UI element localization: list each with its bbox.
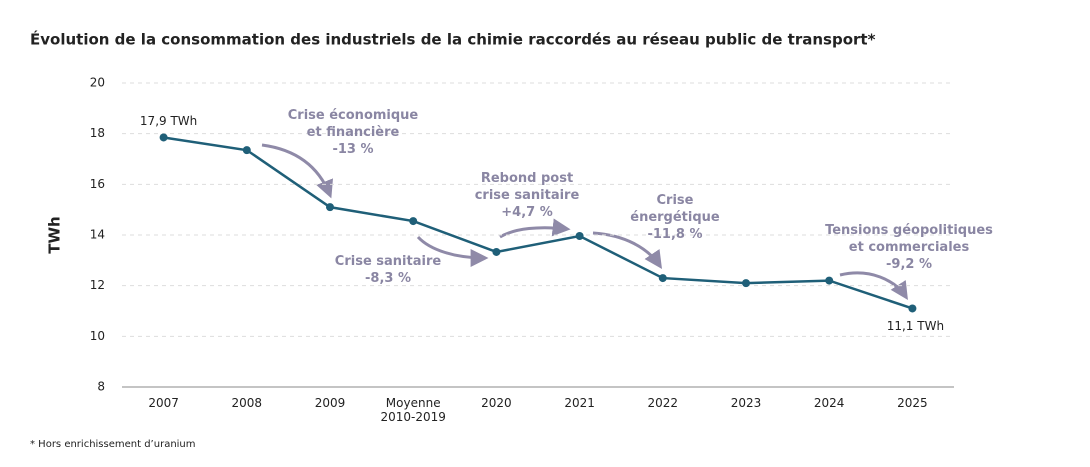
x-tick-label: Moyenne 2010-2019 xyxy=(380,396,446,424)
point xyxy=(575,232,584,241)
y-tick-label: 8 xyxy=(97,380,105,394)
annotation: Tensions géopolitiques et commerciales -… xyxy=(825,223,993,272)
point xyxy=(242,146,251,155)
arrow xyxy=(592,231,662,269)
point xyxy=(908,304,917,313)
point xyxy=(409,217,418,226)
y-tick-label: 20 xyxy=(90,76,105,90)
value-label: 17,9 TWh xyxy=(140,114,197,128)
y-tick-label: 16 xyxy=(90,177,105,191)
x-tick-label: 2023 xyxy=(730,396,762,410)
x-tick-label: 2020 xyxy=(481,396,512,410)
annotation: Rebond post crise sanitaire +4,7 % xyxy=(474,171,580,220)
y-tick-label: 18 xyxy=(90,126,105,140)
x-tick-label: 2025 xyxy=(897,396,928,410)
point xyxy=(159,133,168,142)
point xyxy=(742,279,750,288)
arrow xyxy=(261,143,334,199)
footnote: * Hors enrichissement d’uranium xyxy=(30,439,196,450)
series-line xyxy=(163,136,913,310)
annotation: Crise sanitaire -8,3 % xyxy=(334,254,442,286)
point xyxy=(825,276,834,285)
y-tick-label: 10 xyxy=(90,329,105,343)
x-tick-label: 2009 xyxy=(314,396,346,410)
annotation: Crise économique et financière -13 % xyxy=(287,108,419,157)
y-axis-label: TWh xyxy=(46,216,64,253)
arrow xyxy=(839,271,908,301)
x-tick-label: 2024 xyxy=(813,396,845,410)
point xyxy=(658,274,667,283)
arrows xyxy=(261,143,908,301)
x-tick-label: 2021 xyxy=(564,396,595,410)
y-tick-label: 12 xyxy=(90,278,105,292)
y-tick-label: 14 xyxy=(90,228,105,242)
arrow xyxy=(499,218,571,239)
annotation: Crise énergétique -11,8 % xyxy=(630,193,720,242)
point xyxy=(326,203,334,212)
chart-title: Évolution de la consommation des industr… xyxy=(30,30,876,49)
arrow xyxy=(416,235,489,267)
point xyxy=(492,247,501,256)
x-tick-label: 2022 xyxy=(647,396,679,410)
x-tick-label: 2007 xyxy=(148,396,179,410)
x-tick-label: 2008 xyxy=(231,396,263,410)
value-label: 11,1 TWh xyxy=(887,319,944,333)
